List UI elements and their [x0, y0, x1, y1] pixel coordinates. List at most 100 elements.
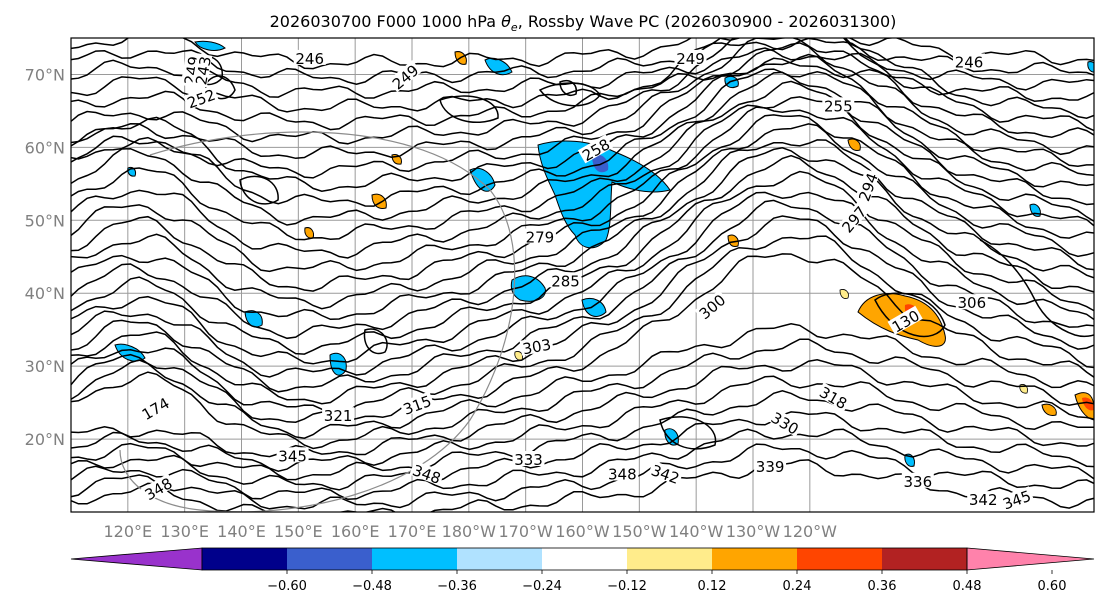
contour-label-bg: [399, 391, 435, 417]
dark-blue-anomaly-core: [592, 154, 609, 173]
map-title: 2026030700 F000 1000 hPa θe, Rossby Wave…: [270, 12, 897, 34]
contour-label: 249: [674, 49, 707, 68]
colorbar-tick-label: 0.48: [953, 579, 982, 594]
colorbar-bin: [882, 548, 967, 570]
theta-e-contour: [71, 359, 1094, 458]
lat-label: 70°N: [25, 65, 65, 84]
contour-label-bg: [183, 85, 219, 111]
theta-e-contour: [71, 170, 1094, 365]
lon-label: 160°W: [555, 522, 610, 541]
contour-label-bg: [549, 272, 582, 288]
contour-label-bg: [512, 451, 545, 466]
contour-label-bg: [837, 201, 870, 236]
map-frame: [70, 37, 1095, 513]
contour-label-bg: [767, 407, 804, 437]
contour-label-text: 345: [278, 447, 307, 465]
theta-e-contour: [71, 323, 1094, 439]
lat-label: 60°N: [25, 138, 65, 157]
contour-label-text: 246: [955, 54, 984, 72]
colorbar-tick-label: 0.12: [698, 579, 727, 594]
lon-label: 180°W: [442, 522, 497, 541]
lon-label: 140°E: [217, 522, 266, 541]
contour-label-bg: [293, 49, 326, 65]
blue-anomaly-patch: [581, 298, 607, 317]
lon-label: 170°W: [498, 522, 553, 541]
contour-label-text: 279: [526, 229, 555, 247]
orange-anomaly-patch: [727, 234, 739, 247]
lon-label: 120°E: [104, 522, 153, 541]
contour-label: 336: [901, 472, 934, 491]
contour-label-bg: [887, 305, 923, 335]
contour-label: 303: [519, 335, 554, 358]
contour-label-bg: [523, 228, 556, 244]
colorbar-tick-label: 0.36: [868, 579, 897, 594]
contour-label-bg: [606, 465, 639, 481]
contour-label: 246: [293, 49, 326, 68]
colorbar-bin: [712, 548, 797, 570]
contour-label-text: 342: [969, 491, 998, 509]
colorbar-extend-high: [966, 547, 1095, 571]
reference-circle: [119, 131, 516, 512]
theta-e-contour: [71, 42, 1094, 179]
blue-anomaly-patch: [244, 310, 263, 328]
contour-label-bg: [140, 473, 176, 503]
theta-e-contour: [71, 96, 1094, 259]
theta-e-contour: [71, 375, 1094, 472]
colorbar-tick-label: −0.24: [522, 579, 562, 594]
colorbar-bin: [457, 548, 542, 570]
colorbar-extend-low: [70, 547, 203, 571]
contour-label: 306: [955, 294, 988, 312]
contour-label-bg: [694, 289, 729, 322]
colorbar-bin: [797, 548, 882, 570]
lat-label: 20°N: [25, 430, 65, 449]
contour-label: 285: [549, 272, 582, 290]
contour-label: 252: [183, 85, 219, 112]
contour-label-bg: [955, 294, 988, 310]
contour-label-text: 243: [192, 55, 215, 86]
closed-contour: [439, 95, 499, 123]
contour-label-bg: [519, 335, 554, 356]
lon-label: 170°E: [388, 522, 437, 541]
colorbar-bin: [372, 548, 457, 570]
blue-anomaly-patch: [194, 40, 226, 51]
yellow-anomaly-patch: [839, 289, 849, 299]
contour-label-bg: [822, 97, 855, 113]
contour-label-bg: [648, 460, 684, 486]
contour-label-bg: [953, 53, 985, 69]
colorbar-bin: [202, 548, 287, 570]
contour-label-text: 246: [295, 50, 324, 68]
theta-e-contour: [71, 139, 1094, 321]
closed-contour: [363, 328, 388, 355]
colorbar: −0.60 −0.48 −0.36 −0.24 −0.12 0.12 0.24 0.36 0.4…: [70, 547, 1095, 594]
theta-e-contour: [71, 38, 1094, 70]
colorbar-outline: [201, 547, 968, 571]
contour-label-text: 339: [756, 458, 785, 476]
theta-e-contour: [71, 147, 1094, 340]
theta-e-contour: [71, 68, 1094, 207]
contour-label: 321: [322, 407, 355, 425]
contour-label-text: 306: [957, 294, 986, 312]
lon-label: 130°W: [726, 522, 781, 541]
contour-label: 339: [754, 458, 787, 476]
theta-e-contour: [71, 199, 1094, 393]
theta-e-contour: [71, 80, 1094, 241]
theta-e-contour: [71, 191, 1094, 378]
contour-label: 255: [822, 97, 855, 115]
contour-label-text: 321: [324, 407, 353, 425]
theta-e-contour: [71, 71, 1094, 226]
lon-label: 150°W: [612, 522, 667, 541]
lon-label: 130°E: [160, 522, 209, 541]
contour-label-bg: [816, 382, 852, 412]
anomaly-shading: [114, 40, 1094, 467]
colorbar-tick-label: −0.12: [607, 579, 647, 594]
theta-e-contour: [71, 38, 1094, 145]
contour-label: 342: [967, 491, 1000, 509]
lon-label: 160°E: [331, 522, 380, 541]
contour-label-text: 348: [608, 466, 637, 484]
contour-label: 345: [276, 447, 309, 465]
latitude-labels: 70°N 60°N 50°N 40°N 30°N 20°N: [25, 65, 65, 449]
contour-label-bg: [137, 393, 173, 423]
blue-anomaly-patch: [537, 140, 671, 249]
theta-e-contour: [71, 390, 1094, 481]
